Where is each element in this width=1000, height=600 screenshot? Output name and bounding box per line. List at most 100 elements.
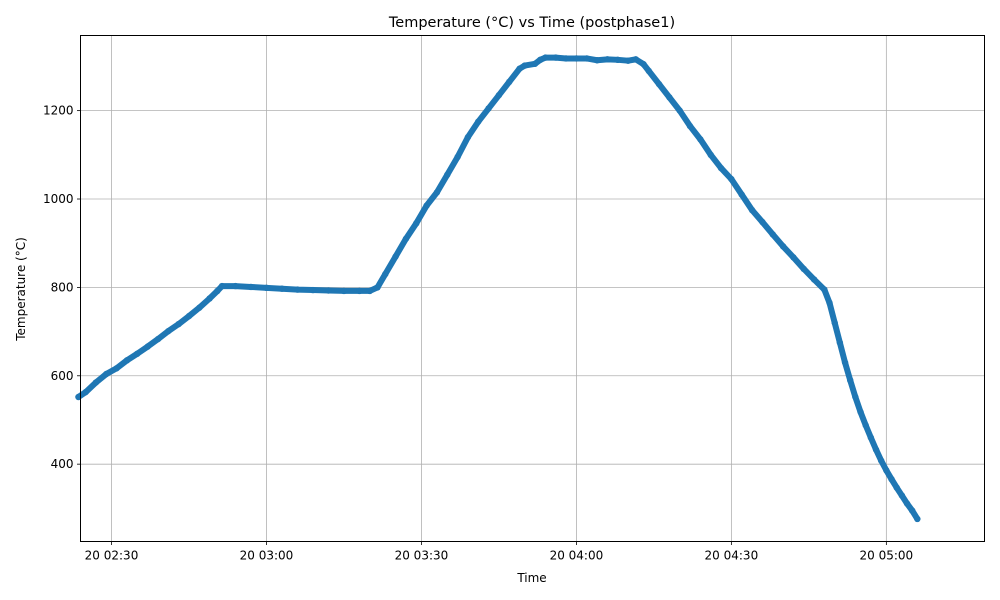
data-point xyxy=(294,286,301,293)
data-point xyxy=(898,492,906,499)
data-point xyxy=(356,287,363,295)
y-tick-label: 800 xyxy=(51,280,74,294)
data-point xyxy=(552,54,559,61)
data-point xyxy=(113,365,120,372)
x-tick-label: 20 04:00 xyxy=(550,549,604,563)
data-point xyxy=(846,377,854,384)
data-point xyxy=(232,282,239,290)
data-point xyxy=(433,189,441,196)
data-point xyxy=(614,56,621,64)
data-point xyxy=(888,475,895,483)
data-series xyxy=(75,54,921,523)
data-point xyxy=(537,56,544,64)
x-axis: 20 02:30 20 03:00 20 03:30 20 04:00 20 04:30… xyxy=(85,541,913,563)
x-tick-label: 20 03:30 xyxy=(395,549,449,563)
data-point xyxy=(444,171,451,178)
data-point xyxy=(278,285,286,292)
data-point xyxy=(475,118,482,125)
plot-frame xyxy=(80,35,985,542)
data-point xyxy=(309,286,317,294)
data-point xyxy=(748,206,756,214)
data-point xyxy=(903,500,911,507)
data-point xyxy=(92,379,100,386)
data-point xyxy=(402,235,410,242)
data-point xyxy=(123,357,131,364)
data-point xyxy=(423,202,430,209)
grid xyxy=(80,35,985,542)
data-point xyxy=(872,446,880,453)
data-point xyxy=(382,270,389,278)
data-point xyxy=(263,284,270,292)
data-point xyxy=(134,350,141,357)
data-point xyxy=(790,254,797,261)
data-point xyxy=(593,57,601,64)
data-point xyxy=(707,151,714,159)
data-point xyxy=(728,175,735,183)
data-point xyxy=(392,253,399,260)
x-tick-label: 20 04:30 xyxy=(705,549,759,563)
data-point xyxy=(640,61,647,68)
data-point xyxy=(676,107,683,114)
data-point xyxy=(769,231,776,238)
data-point xyxy=(810,276,818,283)
data-point xyxy=(573,55,580,62)
data-point xyxy=(841,359,849,366)
data-point xyxy=(374,284,381,291)
data-point xyxy=(836,339,844,346)
data-point xyxy=(196,304,203,311)
data-point xyxy=(852,393,859,401)
x-axis-label: Time xyxy=(516,571,546,585)
data-point xyxy=(883,467,890,474)
x-tick-label: 20 03:00 xyxy=(240,549,294,563)
data-point xyxy=(645,67,652,75)
data-point xyxy=(914,515,921,523)
x-tick-label: 20 02:30 xyxy=(85,549,139,563)
data-point xyxy=(831,319,838,326)
data-point xyxy=(686,122,694,130)
data-point xyxy=(325,287,332,294)
y-tick-label: 400 xyxy=(51,457,74,471)
data-point xyxy=(862,422,869,429)
data-point xyxy=(893,484,900,491)
data-point xyxy=(218,282,226,290)
data-point xyxy=(413,220,420,227)
data-point xyxy=(697,136,704,143)
data-point xyxy=(624,57,632,64)
data-point xyxy=(454,153,461,161)
data-point xyxy=(165,327,172,335)
data-point xyxy=(632,56,640,63)
data-point xyxy=(154,335,162,343)
data-point xyxy=(655,80,663,88)
data-point xyxy=(604,56,611,63)
data-point xyxy=(206,295,213,302)
y-tick-label: 600 xyxy=(51,369,74,383)
data-point xyxy=(800,265,807,273)
data-point xyxy=(185,312,193,320)
y-tick-label: 1200 xyxy=(43,104,74,118)
data-point xyxy=(340,287,348,295)
data-point xyxy=(247,283,255,291)
data-point xyxy=(366,287,373,295)
data-point xyxy=(495,91,503,99)
data-point xyxy=(867,434,875,441)
data-point xyxy=(857,408,864,416)
data-point xyxy=(103,370,110,378)
data-point xyxy=(521,62,528,69)
y-axis: 400 600 800 1000 1200 xyxy=(43,104,81,471)
data-point xyxy=(506,78,513,86)
data-point xyxy=(175,320,182,328)
data-point xyxy=(542,54,549,61)
data-point xyxy=(464,133,472,141)
data-point xyxy=(562,55,570,62)
y-axis-label: Temperature (°C) xyxy=(14,237,28,342)
data-point xyxy=(214,287,221,295)
data-point xyxy=(779,243,787,250)
data-point xyxy=(826,299,833,307)
data-point xyxy=(82,388,89,396)
data-point xyxy=(583,55,590,62)
data-point xyxy=(666,94,673,101)
data-point xyxy=(738,191,745,198)
data-point xyxy=(877,457,885,464)
data-point xyxy=(485,105,492,112)
